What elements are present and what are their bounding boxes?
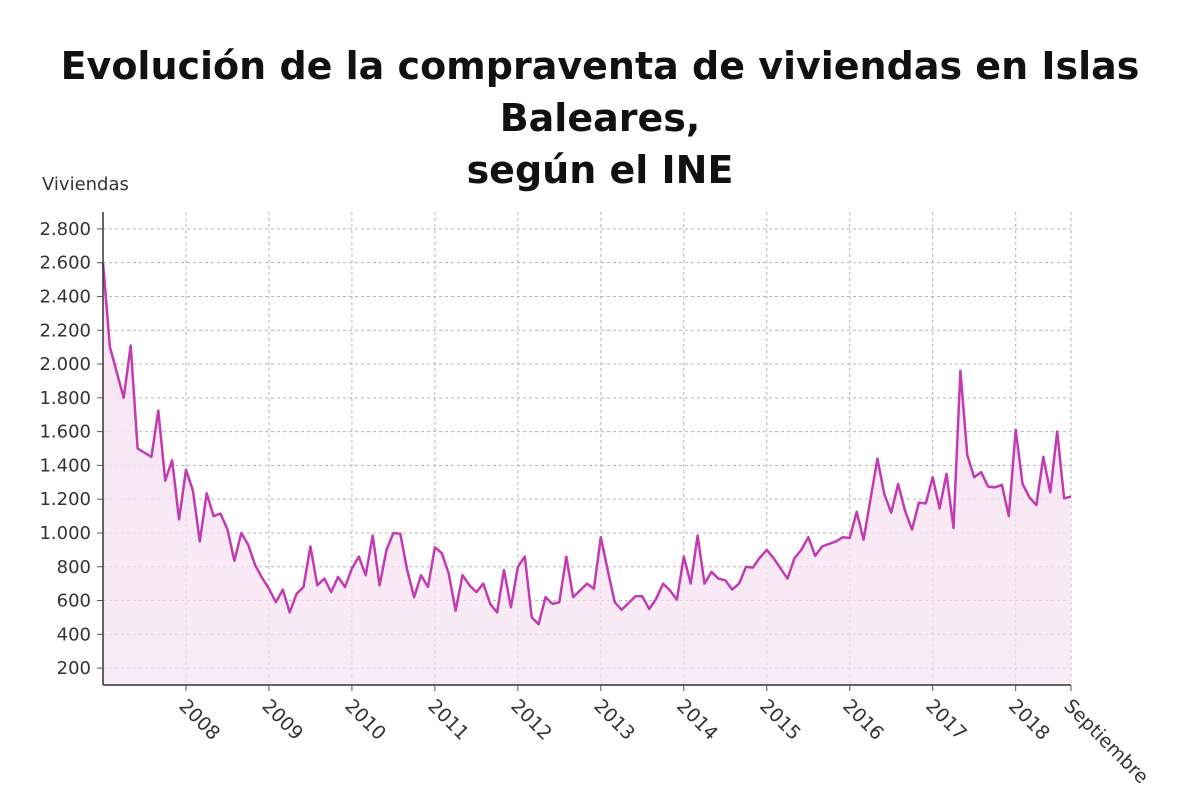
x-tick-label: 2009 (257, 695, 307, 745)
axes (102, 212, 1071, 686)
y-tick-label: 200 (57, 658, 91, 679)
x-tick-label: 2010 (340, 695, 390, 745)
y-tick-label: 400 (57, 624, 91, 645)
x-tick-label: 2017 (921, 695, 971, 745)
x-tick-label: 2016 (838, 695, 888, 745)
x-tick-label: 2012 (506, 695, 556, 745)
x-tick-label: 2014 (672, 695, 722, 745)
y-tick-label: 2.000 (39, 354, 91, 375)
y-tick-label: 2.800 (39, 219, 91, 240)
chart-title-line1: Evolución de la compraventa de viviendas… (60, 44, 1140, 140)
x-tick-label: 2013 (589, 695, 639, 745)
x-ticks: 2008 2009 2010 2011 2012 2013 2014 2015 2016 2017… (174, 685, 1153, 788)
y-tick-label: 1.400 (39, 455, 91, 476)
y-axis-label: Viviendas (42, 174, 129, 195)
y-tick-label: 1.200 (39, 489, 91, 510)
series-area (103, 262, 1071, 685)
x-tick-label: 2011 (423, 695, 473, 745)
y-tick-label: 1.600 (39, 422, 91, 443)
x-tick-label: 2008 (174, 695, 224, 745)
y-tick-label: 2.400 (39, 286, 91, 307)
y-tick-label: 2.200 (39, 320, 91, 341)
x-tick-label: 2015 (755, 695, 805, 745)
y-ticks: 200 400 600 800 1.000 1.200 1.400 1.600 1.800 2.0… (39, 219, 103, 679)
y-tick-label: 600 (57, 591, 91, 612)
chart-title: Evolución de la compraventa de viviendas… (0, 40, 1200, 196)
y-tick-label: 1.800 (39, 388, 91, 409)
area-layer (101, 262, 1072, 685)
x-tick-label: Septiembre (1059, 695, 1152, 788)
y-tick-label: 2.600 (39, 253, 91, 274)
y-tick-label: 1.000 (39, 523, 91, 544)
series-line (101, 262, 1072, 626)
y-tick-label: 800 (57, 557, 91, 578)
x-tick-label: 2018 (1004, 695, 1054, 745)
chart-title-line2: según el INE (466, 148, 734, 192)
